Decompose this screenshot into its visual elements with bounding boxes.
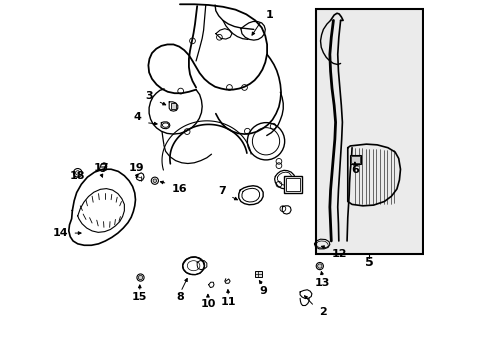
Text: 15: 15: [132, 292, 147, 302]
Text: 17: 17: [93, 163, 109, 173]
Bar: [284, 176, 301, 193]
Text: 2: 2: [318, 307, 326, 316]
Text: 1: 1: [265, 10, 273, 20]
Text: 16: 16: [171, 184, 187, 194]
Text: 8: 8: [177, 292, 184, 302]
Text: 18: 18: [69, 171, 84, 181]
Text: 9: 9: [259, 286, 266, 296]
Bar: [349, 155, 360, 164]
Text: 14: 14: [52, 228, 68, 238]
Text: 10: 10: [200, 300, 215, 310]
Bar: [350, 156, 359, 163]
Text: 7: 7: [218, 186, 225, 196]
Text: 3: 3: [145, 91, 153, 101]
Text: 5: 5: [364, 256, 373, 269]
Text: 4: 4: [133, 112, 142, 122]
Text: 19: 19: [128, 163, 144, 173]
Circle shape: [317, 264, 321, 268]
Bar: [315, 9, 422, 253]
Bar: [254, 271, 261, 277]
Circle shape: [138, 275, 142, 280]
Circle shape: [76, 171, 80, 175]
Bar: [171, 103, 176, 109]
Bar: [285, 178, 300, 191]
Text: 13: 13: [314, 278, 330, 288]
Circle shape: [153, 179, 156, 183]
Text: 11: 11: [220, 297, 236, 307]
Text: 6: 6: [350, 165, 358, 175]
Text: 12: 12: [331, 248, 347, 258]
